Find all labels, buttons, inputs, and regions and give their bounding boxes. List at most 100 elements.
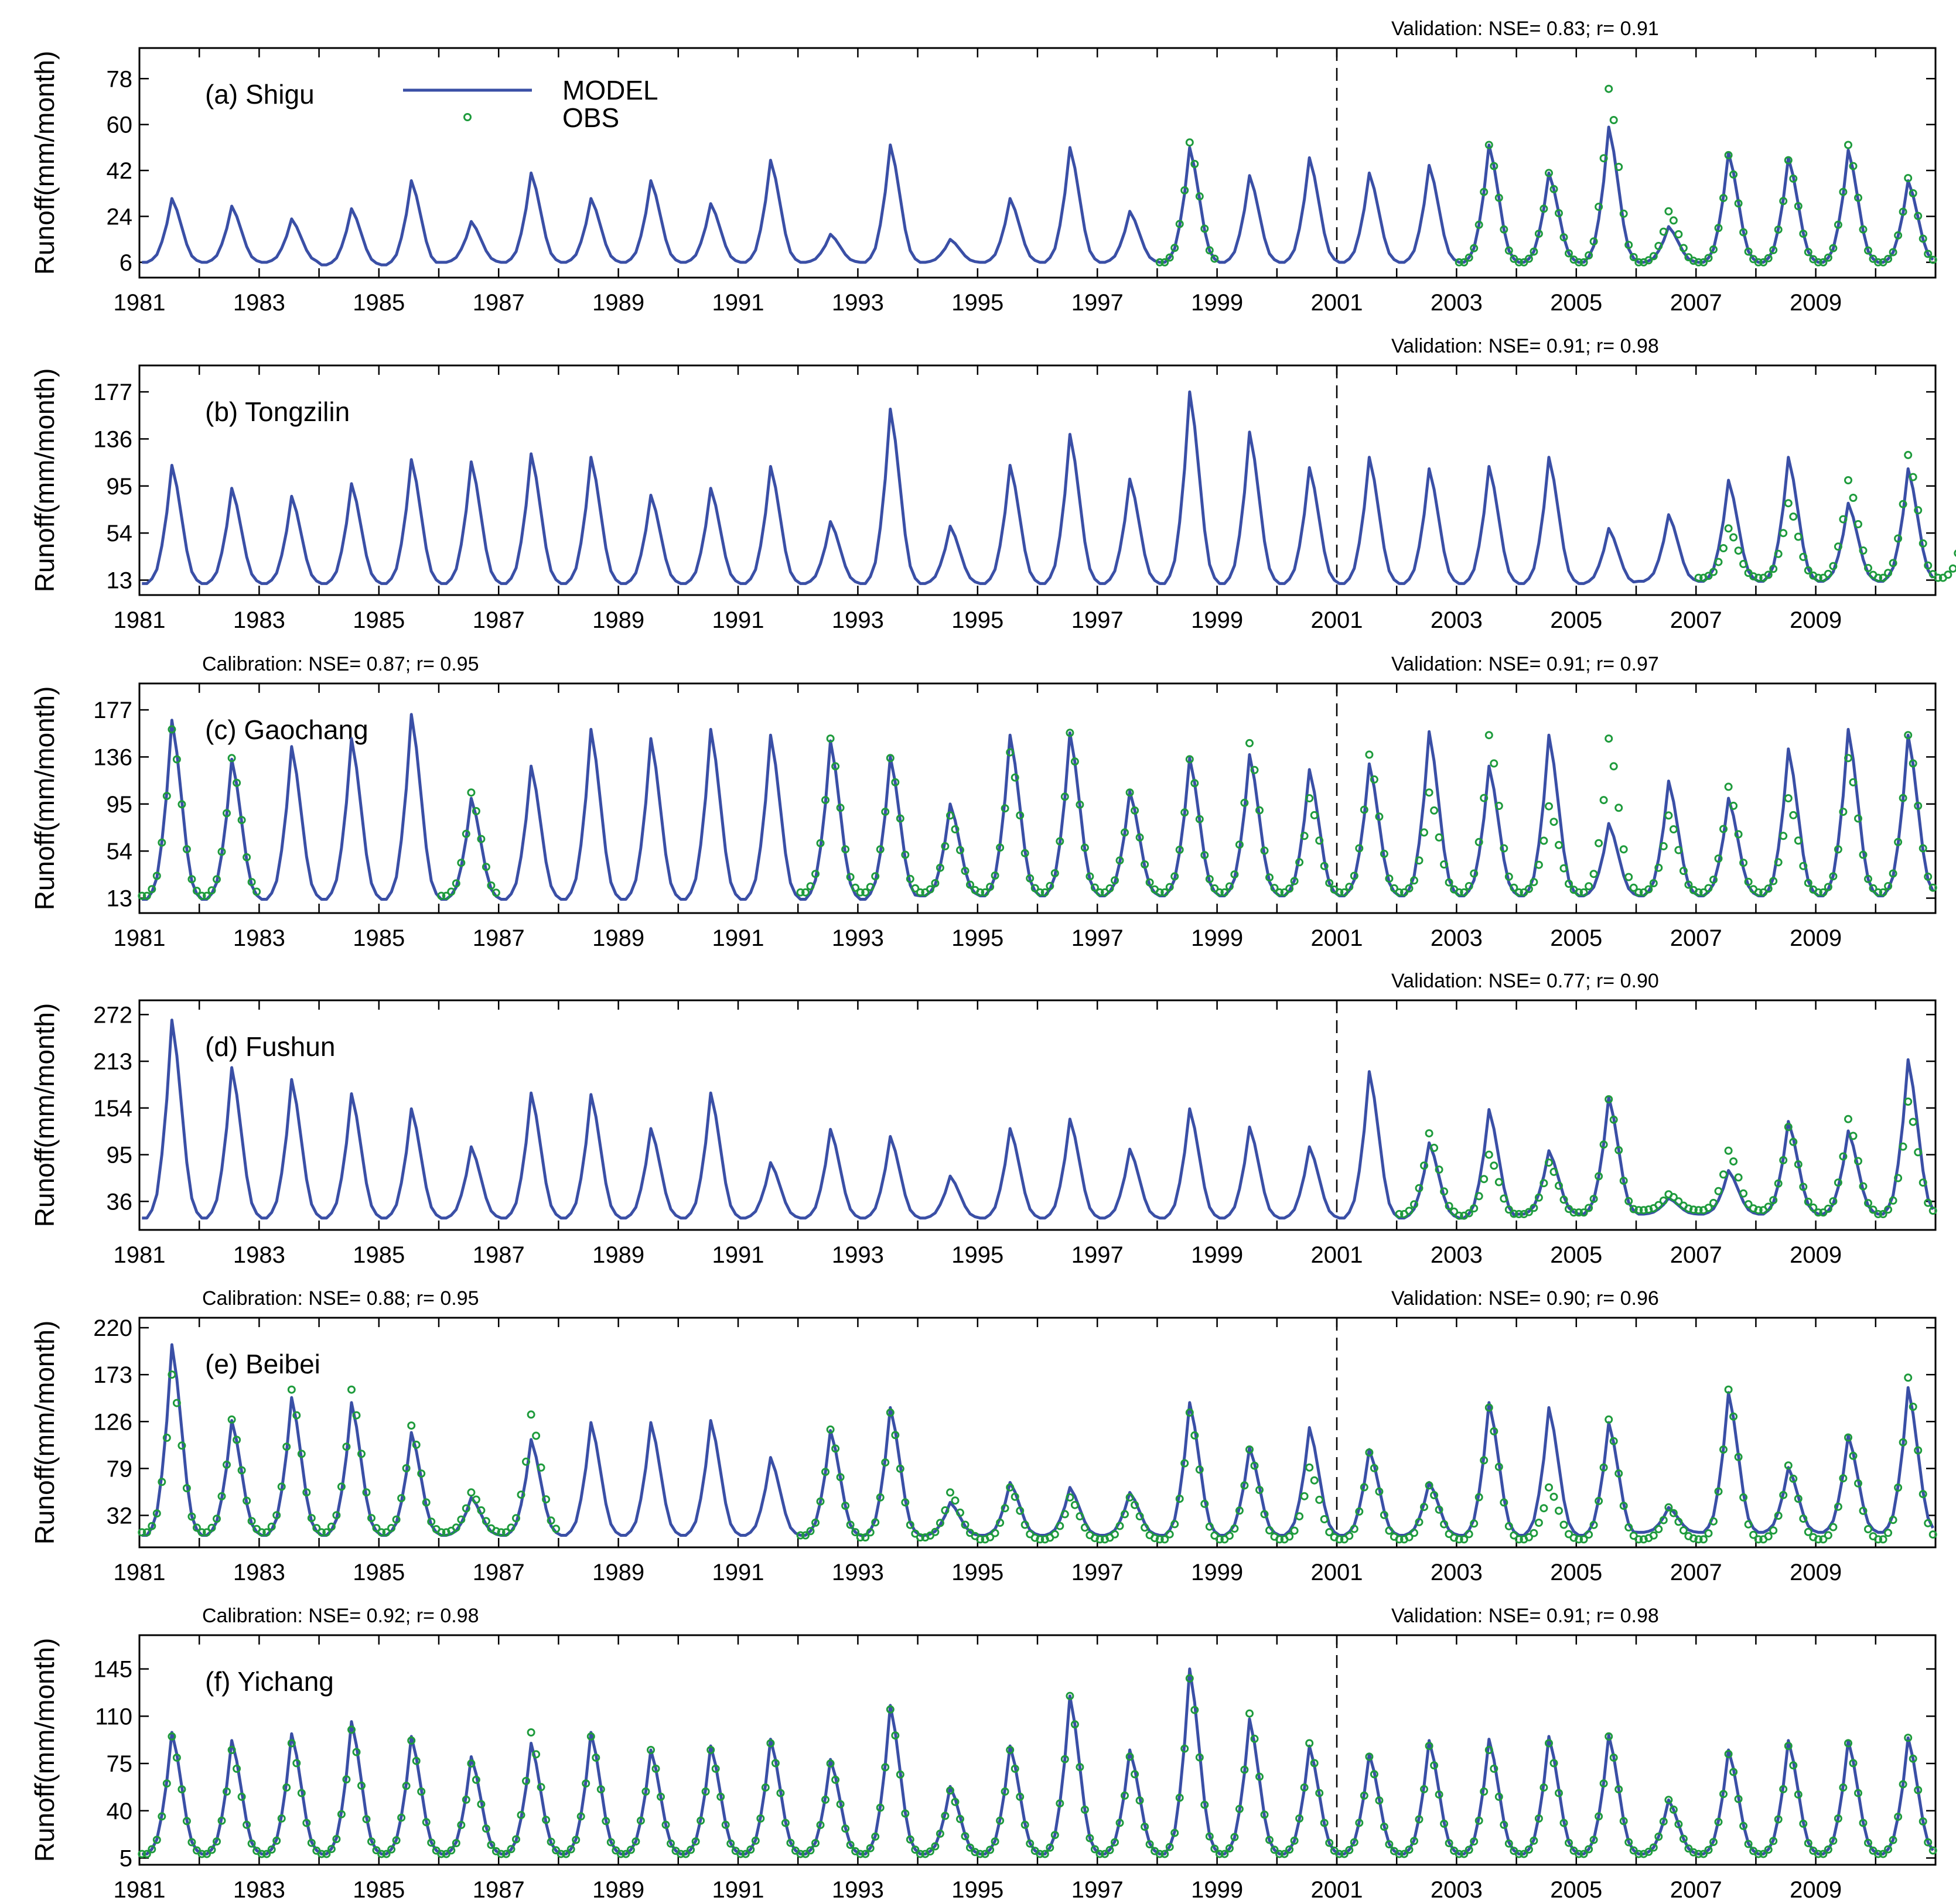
obs-point	[1545, 1483, 1553, 1492]
obs-point	[956, 1508, 964, 1517]
obs-point	[1030, 884, 1039, 893]
obs-point	[1585, 1845, 1593, 1854]
obs-point	[697, 1816, 705, 1825]
obs-point	[651, 1765, 660, 1773]
obs-point	[347, 1385, 356, 1394]
obs-point	[881, 1763, 890, 1772]
obs-point	[1674, 1197, 1683, 1206]
obs-point	[1879, 1210, 1887, 1218]
obs-point	[876, 845, 885, 854]
obs-point	[602, 1817, 610, 1826]
obs-point	[1764, 884, 1773, 893]
x-tick-label: 1995	[951, 1242, 1003, 1268]
obs-point	[307, 1514, 316, 1523]
obs-point	[1719, 544, 1728, 552]
obs-point	[1425, 1742, 1433, 1751]
obs-point	[457, 1515, 466, 1524]
obs-point	[477, 1800, 486, 1809]
obs-point	[1235, 1804, 1244, 1813]
obs-point	[497, 1850, 506, 1858]
obs-point	[1869, 884, 1878, 893]
obs-point	[1085, 872, 1094, 881]
obs-point	[1599, 796, 1608, 805]
obs-point	[162, 1779, 171, 1788]
obs-point	[1210, 884, 1219, 893]
obs-point	[1739, 228, 1748, 237]
obs-point	[223, 1787, 231, 1796]
obs-point	[801, 888, 810, 897]
obs-point	[1305, 1463, 1314, 1472]
obs-point	[1195, 1465, 1204, 1474]
panel-5: 1981 1983 1985 1987 1989 1991 1993 1995 1997 1999…	[29, 1287, 1937, 1585]
obs-point	[1085, 1834, 1094, 1843]
obs-point	[1924, 1198, 1933, 1207]
obs-point	[1779, 529, 1788, 538]
obs-point	[1754, 573, 1763, 582]
obs-point	[187, 875, 196, 884]
x-tick-label: 2001	[1311, 290, 1363, 316]
obs-point	[1819, 258, 1828, 266]
obs-point	[1784, 1123, 1793, 1132]
obs-point	[1484, 141, 1493, 149]
obs-point	[1619, 845, 1628, 854]
obs-point	[142, 1850, 151, 1858]
obs-point	[1530, 1836, 1538, 1845]
obs-point	[991, 1529, 999, 1537]
obs-point	[1480, 1456, 1489, 1465]
obs-point	[831, 1775, 840, 1784]
obs-point	[1385, 1840, 1394, 1848]
x-tick-label: 1983	[233, 925, 285, 951]
obs-point	[1290, 1526, 1299, 1535]
obs-point	[1026, 874, 1035, 883]
obs-point	[192, 887, 201, 895]
obs-point	[367, 1837, 376, 1846]
obs-point	[1649, 252, 1658, 261]
obs-point	[168, 725, 176, 734]
obs-point	[402, 1782, 411, 1790]
obs-point	[233, 778, 241, 787]
obs-point	[1016, 811, 1025, 820]
obs-point	[1460, 1535, 1469, 1544]
obs-point	[1919, 844, 1927, 853]
obs-point	[1145, 1840, 1154, 1848]
obs-point	[1175, 1793, 1184, 1802]
obs-point	[926, 885, 934, 894]
obs-point	[1789, 1137, 1798, 1146]
x-tick-label: 2001	[1311, 925, 1363, 951]
obs-point	[1360, 1791, 1368, 1800]
obs-point	[1175, 220, 1184, 228]
obs-point	[1180, 808, 1189, 817]
obs-point	[1494, 1178, 1503, 1187]
obs-point	[1924, 872, 1933, 881]
obs-point	[592, 1753, 600, 1762]
obs-point	[1539, 1783, 1548, 1792]
obs-point	[1634, 258, 1643, 266]
obs-point	[1609, 1115, 1618, 1124]
panel-label: (d) Fushun	[205, 1031, 335, 1062]
obs-point	[1864, 246, 1872, 255]
obs-point	[1230, 1524, 1239, 1533]
obs-point	[1859, 225, 1868, 234]
obs-point	[1654, 1524, 1663, 1533]
y-tick-label: 136	[93, 426, 132, 452]
obs-point	[1514, 1535, 1523, 1544]
obs-point	[542, 1495, 551, 1504]
x-tick-label: 2009	[1790, 1560, 1842, 1585]
obs-point	[1160, 888, 1169, 897]
obs-point	[706, 1746, 715, 1754]
obs-point	[1170, 244, 1179, 252]
obs-point	[257, 1528, 266, 1537]
obs-point	[1490, 1427, 1498, 1435]
obs-point	[1839, 1783, 1848, 1792]
obs-point	[1634, 888, 1643, 897]
obs-point	[1884, 569, 1893, 577]
obs-point	[1779, 1156, 1788, 1164]
obs-point	[1864, 1525, 1872, 1533]
obs-point	[1585, 1530, 1593, 1539]
obs-point	[1814, 1208, 1822, 1217]
obs-point	[1111, 1530, 1119, 1539]
obs-point	[1504, 872, 1513, 881]
obs-point	[746, 1845, 755, 1854]
obs-point	[1290, 877, 1299, 886]
obs-point	[716, 1792, 725, 1801]
